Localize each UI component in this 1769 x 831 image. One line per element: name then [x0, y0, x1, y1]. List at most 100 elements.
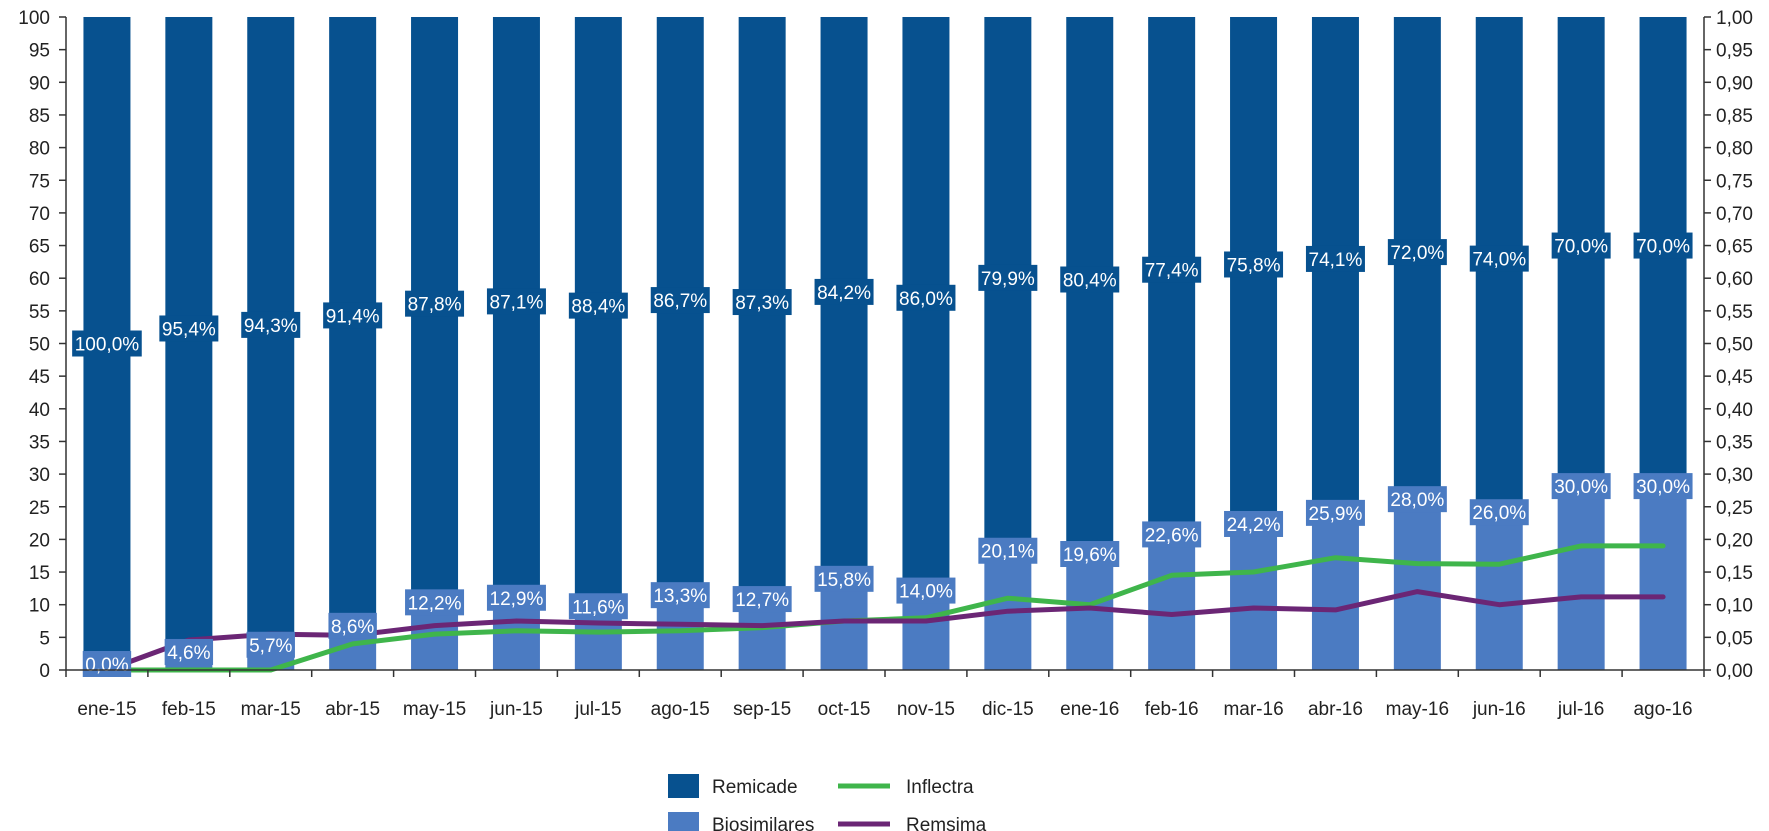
label-remicade-ene-15-box [72, 330, 142, 357]
y-left-tick-label: 75 [29, 171, 50, 192]
y-right-tick-label: 1,00 [1716, 8, 1753, 29]
y-left-tick-label: 20 [29, 530, 50, 551]
x-tick-label: ene-15 [77, 699, 136, 720]
label-remicade-feb-16-box [1142, 256, 1202, 283]
label-remicade-mar-16-box [1224, 251, 1284, 278]
x-tick-label: abr-16 [1308, 699, 1363, 720]
label-biosimilares-dic-15-box [978, 537, 1038, 564]
y-left-tick-label: 35 [29, 432, 50, 453]
label-biosimilares-ene-15-box [82, 651, 132, 677]
label-biosimilares-jun-16: 26,0% [1472, 503, 1526, 524]
data-labels-layer: 100,0% 0,0% 95,4% 4,6% 94,3% 5,7% 91,4% 8,6% 87,… [72, 232, 1693, 677]
y-right-tick-label: 0,60 [1716, 269, 1753, 290]
label-remicade-jun-16-box [1469, 245, 1529, 272]
label-biosimilares-abr-16: 25,9% [1309, 504, 1363, 525]
legend-biosimilares-label: Biosimilares [712, 815, 814, 831]
y-right-tick-label: 0,00 [1716, 661, 1753, 682]
x-tick-label: dic-15 [982, 699, 1034, 720]
label-remicade-ene-16: 80,4% [1063, 271, 1117, 292]
y-left-tick-label: 5 [39, 628, 50, 649]
label-remicade-may-16: 72,0% [1390, 243, 1444, 264]
y-left-tick-label: 95 [29, 41, 50, 62]
label-biosimilares-ene-16: 19,6% [1063, 545, 1117, 566]
y-right-tick-label: 0,85 [1716, 106, 1753, 127]
label-remicade-may-16-box [1387, 239, 1447, 266]
label-remicade-sep-15: 87,3% [735, 293, 789, 314]
y-left-tick-label: 60 [29, 269, 50, 290]
x-tick-label: ago-15 [651, 699, 710, 720]
y-right-tick-label: 0,10 [1716, 596, 1753, 617]
label-biosimilares-feb-15-box [164, 638, 214, 665]
label-remicade-mar-15-box [241, 311, 301, 338]
label-remicade-sep-15-box [732, 289, 792, 316]
label-biosimilares-jun-16-box [1469, 499, 1529, 526]
label-remicade-may-15: 87,8% [408, 295, 462, 316]
label-biosimilares-mar-15-box [246, 631, 295, 658]
y-right-tick-label: 0,50 [1716, 335, 1753, 356]
y-right-tick-label: 0,80 [1716, 139, 1753, 160]
y-right-tick-label: 0,15 [1716, 563, 1753, 584]
label-biosimilares-ene-15: 0,0% [85, 655, 128, 676]
y-right-tick-label: 0,40 [1716, 400, 1753, 421]
x-tick-label: abr-15 [325, 699, 380, 720]
label-biosimilares-feb-16-box [1142, 521, 1202, 548]
label-remicade-jul-16-box [1551, 232, 1611, 259]
y-right-tick-label: 0,25 [1716, 498, 1753, 519]
label-biosimilares-mar-16: 24,2% [1227, 515, 1281, 536]
y-left-tick-label: 100 [18, 8, 50, 29]
x-tick-label: jul-16 [1557, 699, 1604, 720]
label-remicade-oct-15: 84,2% [817, 283, 871, 304]
label-remicade-mar-16: 75,8% [1227, 255, 1281, 276]
y-right-tick-label: 0,35 [1716, 432, 1753, 453]
label-remicade-dic-15: 79,9% [981, 269, 1035, 290]
label-remicade-ago-16-box [1633, 232, 1693, 259]
label-biosimilares-ago-15-box [650, 582, 710, 609]
bar-biosimilares-mar-16 [1230, 511, 1278, 670]
x-tick-label: jun-16 [1472, 699, 1526, 720]
y-right-tick-label: 0,70 [1716, 204, 1753, 225]
y-left-tick-label: 70 [29, 204, 50, 225]
label-biosimilares-ago-15: 13,3% [653, 586, 707, 607]
label-biosimilares-ago-16: 30,0% [1636, 477, 1690, 498]
label-biosimilares-may-16: 28,0% [1390, 490, 1444, 511]
y-left-tick-label: 90 [29, 73, 50, 94]
bar-biosimilares-may-16 [1393, 487, 1441, 670]
label-remicade-dic-15-box [978, 264, 1038, 291]
label-biosimilares-may-16-box [1387, 486, 1447, 513]
y-left-tick-label: 40 [29, 400, 50, 421]
y-right-tick-label: 0,45 [1716, 367, 1753, 388]
label-biosimilares-nov-15: 14,0% [899, 582, 953, 603]
label-remicade-ene-15: 100,0% [75, 335, 140, 356]
label-remicade-ene-16-box [1060, 266, 1120, 293]
y-right-tick-label: 0,90 [1716, 73, 1753, 94]
label-biosimilares-jun-15: 12,9% [490, 589, 544, 610]
x-tick-label: may-15 [403, 699, 466, 720]
y-left-tick-label: 65 [29, 237, 50, 258]
label-remicade-feb-15: 95,4% [162, 319, 216, 340]
y-left-tick-label: 25 [29, 498, 50, 519]
label-biosimilares-abr-15: 8,6% [331, 617, 374, 638]
y-right-tick-label: 0,55 [1716, 302, 1753, 323]
bar-biosimilares-jul-16 [1557, 474, 1605, 670]
y-left-tick-label: 80 [29, 139, 50, 160]
label-biosimilares-sep-15-box [732, 586, 792, 613]
y-left-tick-label: 15 [29, 563, 50, 584]
label-remicade-abr-16-box [1305, 245, 1365, 272]
label-remicade-jul-16: 70,0% [1554, 237, 1608, 258]
x-tick-label: may-16 [1386, 699, 1449, 720]
legend-remicade-swatch [668, 774, 699, 798]
legend-inflectra-label: Inflectra [906, 777, 974, 798]
label-biosimilares-dic-15: 20,1% [981, 542, 1035, 563]
label-remicade-abr-15-box [323, 302, 383, 329]
y-left-tick-label: 30 [29, 465, 50, 486]
y-right-tick-label: 0,75 [1716, 171, 1753, 192]
y-left-tick-label: 85 [29, 106, 50, 127]
label-biosimilares-ene-16-box [1060, 541, 1120, 568]
y-left-tick-label: 45 [29, 367, 50, 388]
x-tick-label: mar-16 [1223, 699, 1283, 720]
x-tick-label: sep-15 [733, 699, 791, 720]
x-tick-label: oct-15 [818, 699, 871, 720]
label-remicade-nov-15-box [896, 284, 956, 311]
y-left-tick-label: 50 [29, 335, 50, 356]
